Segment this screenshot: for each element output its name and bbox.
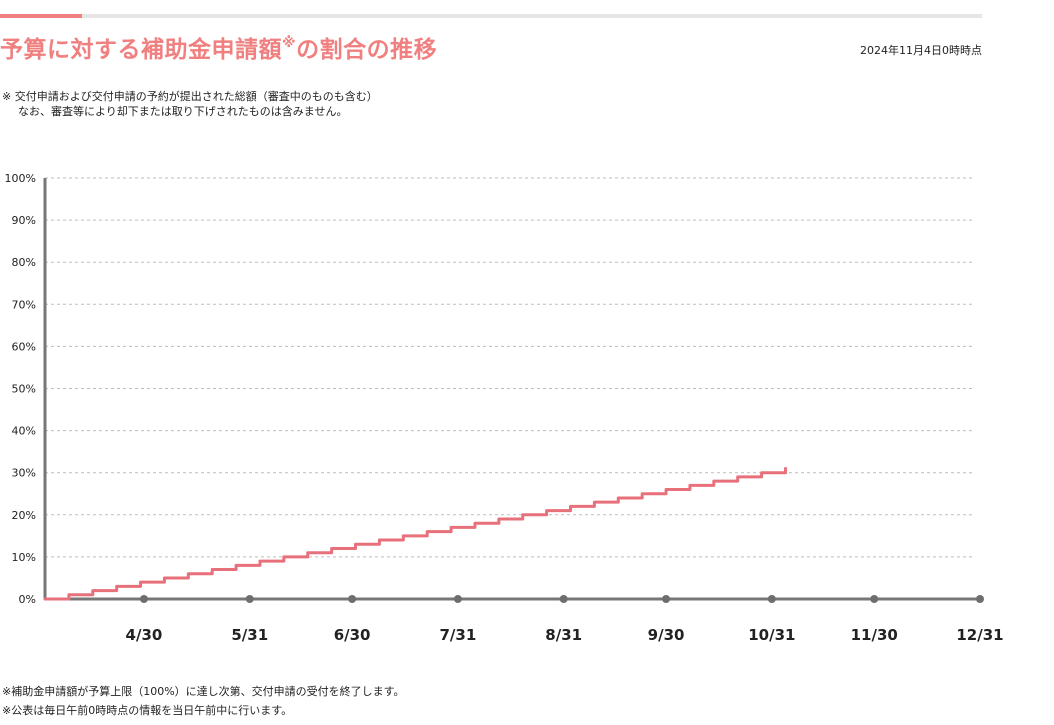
header-divider [0, 14, 982, 18]
x-tick-dot [139, 595, 148, 603]
page-title-main: 予算に対する補助金申請額 [0, 37, 282, 63]
y-tick-label: 60% [12, 340, 36, 353]
x-tick-label: 12/31 [956, 626, 1003, 644]
definition-note: ※ 交付申請および交付申請の予約が提出された総額（審査中のものも含む） なお、審… [2, 89, 378, 119]
footer-notes: ※補助金申請額が予算上限（100%）に達し次第、交付申請の受付を終了します。 ※… [2, 682, 405, 720]
x-tick-label: 9/30 [648, 626, 685, 644]
series-line [43, 466, 787, 601]
definition-note-line1: ※ 交付申請および交付申請の予約が提出された総額（審査中のものも含む） [2, 90, 378, 103]
y-tick-label: 20% [12, 509, 36, 522]
chart-area: 0% 10% 20% 30% 40% 50% 60% 70% 80% 90% 100% 4/30 5/3… [0, 165, 1054, 655]
x-tick-dot [348, 595, 357, 603]
y-tick-label: 10% [12, 551, 36, 564]
x-tick-dot [767, 595, 776, 603]
y-tick-label: 70% [12, 298, 36, 311]
x-tick-label: 7/31 [440, 626, 477, 644]
x-tick-label: 5/31 [231, 626, 268, 644]
application-ratio-chart: 0% 10% 20% 30% 40% 50% 60% 70% 80% 90% 100% 4/30 5/3… [5, 172, 1004, 644]
x-tick-label: 11/30 [851, 626, 898, 644]
y-tick-label: 40% [12, 425, 36, 438]
x-tick-dot [245, 595, 254, 603]
y-tick-label: 30% [12, 467, 36, 480]
x-tick-label: 10/31 [748, 626, 795, 644]
x-tick-dot [870, 595, 879, 603]
timestamp: 2024年11月4日0時時点 [860, 44, 982, 57]
x-tick-label: 4/30 [126, 626, 163, 644]
x-tick-dot [559, 595, 568, 603]
y-tick-label: 50% [12, 383, 36, 396]
page-title: 予算に対する補助金申請額※の割合の推移 [0, 30, 437, 64]
page-title-tail: の割合の推移 [296, 37, 438, 63]
footer-note-line2: ※公表は毎日午前0時時点の情報を当日午前中に行います。 [2, 704, 293, 717]
header-divider-accent [0, 14, 82, 18]
x-tick-dot [662, 595, 671, 603]
x-tick-dot [453, 595, 462, 603]
x-tick-label: 6/30 [334, 626, 371, 644]
x-tick-label: 8/31 [545, 626, 582, 644]
page-title-mark: ※ [282, 35, 297, 51]
x-tick-dot [976, 595, 984, 603]
y-tick-label: 90% [12, 214, 36, 227]
y-tick-label: 0% [19, 593, 36, 606]
definition-note-line2: なお、審査等により却下または取り下げされたものは含みません。 [18, 105, 348, 118]
y-tick-label: 100% [5, 172, 36, 185]
footer-note-line1: ※補助金申請額が予算上限（100%）に達し次第、交付申請の受付を終了します。 [2, 685, 405, 698]
y-tick-label: 80% [12, 256, 36, 269]
